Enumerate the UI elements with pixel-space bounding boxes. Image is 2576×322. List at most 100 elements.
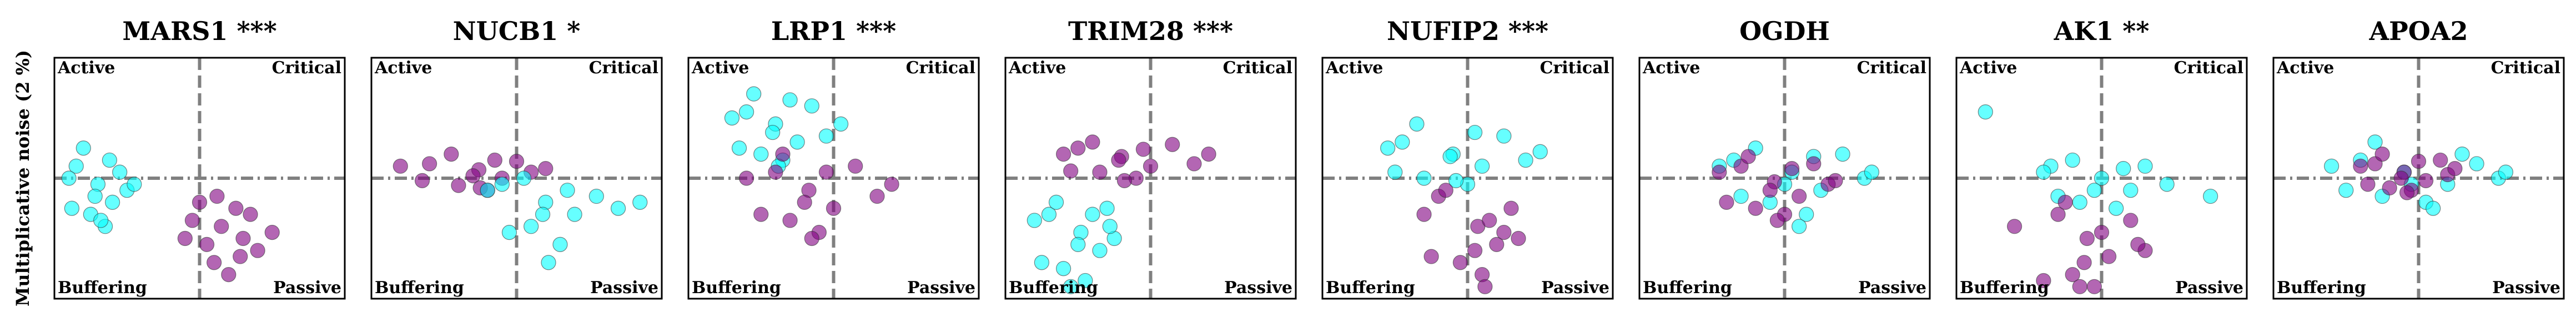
quadrant-label: Critical xyxy=(1540,58,1609,78)
point xyxy=(1978,104,1993,120)
quadrant-label: Passive xyxy=(1858,278,1926,298)
point xyxy=(2116,161,2131,177)
point xyxy=(393,158,408,174)
point xyxy=(1387,164,1403,180)
plot-frame xyxy=(1955,57,2248,300)
point xyxy=(1799,207,1814,222)
point xyxy=(2050,207,2066,222)
subplot-title: APOA2 xyxy=(2368,16,2468,46)
point xyxy=(738,170,754,186)
subplot-title: OGDH xyxy=(1739,16,1830,46)
point xyxy=(804,98,819,114)
point xyxy=(1085,207,1100,222)
point xyxy=(2094,225,2110,240)
point xyxy=(1438,183,1453,198)
point xyxy=(2382,180,2397,195)
point xyxy=(1477,279,1493,294)
point xyxy=(1740,149,1756,164)
point xyxy=(2433,152,2448,168)
point xyxy=(93,213,109,228)
point xyxy=(2454,147,2470,162)
point xyxy=(746,86,762,102)
subplot-title: LRP1 *** xyxy=(771,16,896,46)
point xyxy=(207,255,222,270)
quadrant-label: Active xyxy=(691,58,749,78)
point xyxy=(869,188,885,204)
point xyxy=(1070,140,1086,156)
point xyxy=(1864,164,1879,180)
point xyxy=(884,177,899,192)
point xyxy=(235,230,251,246)
point xyxy=(1416,170,1432,186)
point xyxy=(538,161,554,177)
point xyxy=(818,164,834,180)
point xyxy=(2072,194,2087,210)
point xyxy=(2076,255,2092,270)
point xyxy=(1518,152,1533,168)
point xyxy=(2374,147,2390,162)
plot-frame xyxy=(1321,57,1614,300)
point xyxy=(1792,188,1807,204)
point xyxy=(1070,237,1086,252)
point xyxy=(2426,200,2441,216)
point xyxy=(1762,183,1778,198)
quadrant-label: Buffering xyxy=(375,278,464,298)
point xyxy=(61,170,77,186)
point xyxy=(775,147,791,162)
point xyxy=(567,207,582,222)
point xyxy=(1532,144,1548,159)
point xyxy=(1769,213,1785,228)
point xyxy=(2324,158,2339,174)
point xyxy=(501,225,517,240)
point xyxy=(214,219,229,234)
point xyxy=(848,158,863,174)
quadrant-label: Buffering xyxy=(58,278,147,298)
point xyxy=(1201,147,1216,162)
point xyxy=(264,225,280,240)
point xyxy=(1792,219,1807,234)
quadrant-label: Active xyxy=(1008,58,1066,78)
point xyxy=(1027,213,1042,228)
point xyxy=(1806,156,1822,172)
point xyxy=(2367,134,2383,150)
subplot-title: MARS1 *** xyxy=(122,16,276,46)
point xyxy=(509,154,525,169)
point xyxy=(1395,134,1410,150)
point xyxy=(1448,173,1464,188)
quadrant-label: Active xyxy=(1959,58,2017,78)
quadrant-label: Buffering xyxy=(1643,278,1732,298)
point xyxy=(1503,200,1519,216)
point xyxy=(1111,152,1126,168)
point xyxy=(2203,188,2218,204)
point xyxy=(753,147,769,162)
point xyxy=(2137,158,2153,174)
point xyxy=(2072,279,2087,294)
plot-frame xyxy=(2272,57,2565,300)
quadrant-label: Buffering xyxy=(692,278,781,298)
quadrant-label: Buffering xyxy=(1960,278,2049,298)
quadrant-label: Critical xyxy=(272,58,341,78)
point xyxy=(541,255,556,270)
point xyxy=(199,237,215,252)
point xyxy=(451,178,466,193)
point xyxy=(228,200,244,216)
point xyxy=(1712,164,1727,180)
quadrant-label: Active xyxy=(1642,58,1700,78)
point xyxy=(2086,183,2102,198)
point xyxy=(1055,261,1071,276)
point xyxy=(184,213,200,228)
quadrant-label: Critical xyxy=(906,58,975,78)
quadrant-label: Critical xyxy=(2174,58,2243,78)
quadrant-label: Critical xyxy=(1223,58,1292,78)
point xyxy=(2399,185,2415,200)
point xyxy=(1063,279,1079,294)
point xyxy=(782,92,798,108)
point xyxy=(1496,128,1512,144)
quadrant-label: Passive xyxy=(1541,278,1609,298)
point xyxy=(1748,200,1763,216)
point xyxy=(465,168,481,184)
point xyxy=(552,237,568,252)
point xyxy=(833,116,849,132)
point xyxy=(243,207,258,222)
point xyxy=(1784,161,1800,177)
